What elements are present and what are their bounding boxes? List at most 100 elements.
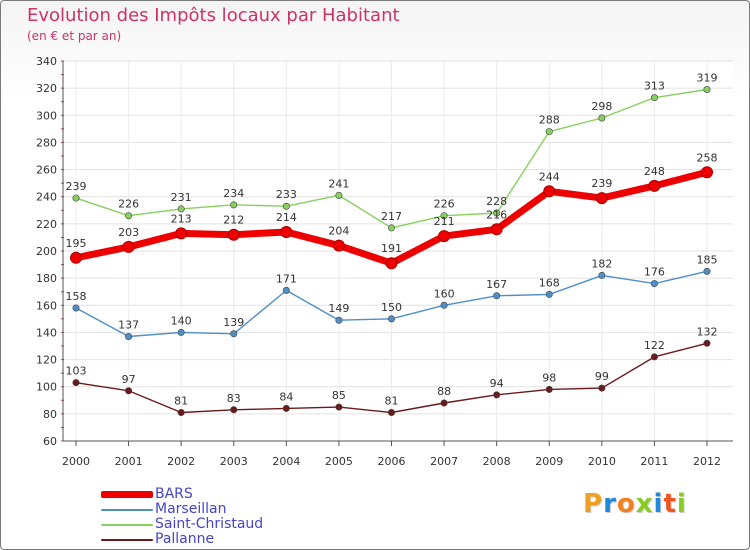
data-point-marseillan [230, 330, 238, 338]
data-point-bars [385, 257, 398, 270]
data-label-pallanne: 85 [332, 389, 346, 402]
data-label-saint-christaud: 217 [381, 210, 402, 223]
data-point-marseillan [703, 267, 711, 275]
data-label-marseillan: 168 [539, 276, 560, 289]
data-label-bars: 216 [486, 208, 507, 221]
x-tick-label: 2005 [325, 455, 353, 468]
data-point-pallanne [545, 385, 553, 393]
data-point-pallanne [125, 387, 133, 395]
data-label-pallanne: 132 [697, 325, 718, 338]
data-point-marseillan [493, 292, 501, 300]
data-point-bars [543, 185, 556, 198]
data-label-marseillan: 137 [118, 319, 139, 332]
data-label-pallanne: 81 [385, 395, 399, 408]
x-tick-label: 2007 [430, 455, 458, 468]
data-point-marseillan [177, 328, 185, 336]
data-label-saint-christaud: 319 [697, 72, 718, 85]
x-tick-label: 2010 [588, 455, 616, 468]
data-label-saint-christaud: 298 [591, 100, 612, 113]
data-label-marseillan: 149 [328, 302, 349, 315]
data-label-pallanne: 97 [122, 373, 136, 386]
data-label-bars: 203 [118, 226, 139, 239]
data-label-pallanne: 88 [437, 385, 451, 398]
data-point-marseillan [282, 286, 290, 294]
data-point-saint-christaud [598, 114, 606, 122]
data-point-bars [70, 251, 82, 264]
data-label-marseillan: 139 [223, 316, 244, 329]
data-point-pallanne [230, 406, 238, 414]
data-point-bars [175, 227, 188, 240]
data-label-bars: 239 [591, 177, 612, 190]
data-point-pallanne [650, 353, 658, 361]
logo-letter: x [635, 489, 654, 519]
data-label-marseillan: 182 [591, 257, 612, 270]
data-point-saint-christaud [440, 212, 448, 220]
legend-swatch-saint-christaud [101, 524, 153, 526]
y-tick-label: 120 [36, 354, 57, 367]
data-point-saint-christaud [387, 224, 395, 232]
legend-swatch-marseillan [101, 509, 153, 511]
data-point-pallanne [335, 403, 343, 411]
data-label-marseillan: 158 [66, 290, 87, 303]
data-point-saint-christaud [72, 194, 80, 202]
data-point-marseillan [440, 301, 448, 309]
logo-letter: r [603, 489, 617, 519]
y-tick-label: 280 [36, 136, 57, 149]
chart-subtitle: (en € et par an) [27, 29, 122, 43]
x-tick-label: 2001 [115, 455, 143, 468]
y-tick-label: 340 [36, 55, 57, 68]
data-point-pallanne [598, 384, 606, 392]
data-point-marseillan [125, 332, 133, 340]
data-label-saint-christaud: 239 [66, 180, 87, 193]
data-label-marseillan: 185 [697, 253, 718, 266]
x-tick-label: 2003 [220, 455, 248, 468]
data-label-saint-christaud: 241 [328, 177, 349, 190]
legend-label-pallanne: Pallanne [155, 531, 215, 547]
x-tick-label: 2012 [693, 455, 721, 468]
data-point-bars [280, 226, 293, 238]
data-label-bars: 204 [328, 225, 349, 238]
logo-letter: i [653, 489, 664, 519]
data-point-bars [701, 166, 713, 179]
data-label-marseillan: 176 [644, 266, 665, 279]
data-label-saint-christaud: 231 [171, 191, 192, 204]
data-label-marseillan: 171 [276, 272, 297, 285]
data-point-marseillan [650, 280, 658, 288]
data-label-saint-christaud: 228 [486, 195, 507, 208]
data-label-pallanne: 94 [490, 377, 504, 390]
data-point-pallanne [387, 408, 395, 416]
y-tick-label: 140 [36, 326, 57, 339]
data-label-marseillan: 167 [486, 278, 507, 291]
legend: BARS Marseillan Saint-Christaud Pallanne [101, 487, 361, 547]
legend-label-marseillan: Marseillan [155, 501, 227, 517]
legend-swatch-pallanne [101, 539, 153, 541]
data-label-bars: 195 [66, 237, 87, 250]
data-label-saint-christaud: 313 [644, 80, 665, 93]
data-point-pallanne [72, 379, 80, 387]
data-point-saint-christaud [177, 205, 185, 213]
data-label-pallanne: 81 [174, 395, 188, 408]
data-point-marseillan [335, 316, 343, 324]
data-point-saint-christaud [230, 201, 238, 209]
y-tick-label: 60 [43, 435, 57, 448]
data-point-bars [438, 230, 451, 243]
data-label-saint-christaud: 226 [118, 198, 139, 211]
data-point-marseillan [387, 315, 395, 323]
data-label-saint-christaud: 234 [223, 187, 244, 200]
data-label-marseillan: 140 [171, 314, 192, 327]
y-tick-label: 160 [36, 299, 57, 312]
data-label-bars: 212 [223, 214, 244, 227]
legend-item-marseillan: Marseillan [101, 502, 361, 517]
y-tick-label: 320 [36, 82, 57, 95]
logo-letter: t [663, 489, 677, 519]
data-label-bars: 211 [434, 215, 455, 228]
data-point-pallanne [703, 339, 711, 347]
y-tick-label: 300 [36, 109, 57, 122]
data-label-pallanne: 83 [227, 392, 241, 405]
data-label-saint-christaud: 288 [539, 114, 560, 127]
y-tick-label: 100 [36, 381, 57, 394]
data-label-pallanne: 99 [595, 370, 609, 383]
data-label-bars: 214 [276, 211, 297, 224]
data-label-pallanne: 103 [66, 365, 87, 378]
